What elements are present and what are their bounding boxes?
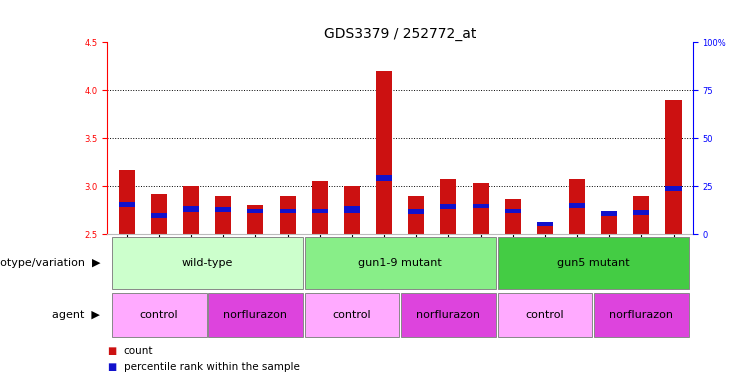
Text: ■: ■ — [107, 362, 116, 372]
Bar — [376, 71, 392, 234]
Bar — [569, 203, 585, 208]
Text: control: control — [525, 310, 564, 320]
Bar — [601, 211, 617, 215]
Bar — [634, 196, 649, 234]
Text: gun5 mutant: gun5 mutant — [556, 258, 629, 268]
Bar — [536, 222, 553, 226]
Bar — [569, 179, 585, 234]
Bar — [536, 222, 553, 234]
Bar — [665, 186, 682, 191]
Bar — [119, 170, 135, 234]
Text: wild-type: wild-type — [182, 258, 233, 268]
Bar — [408, 196, 425, 234]
Text: control: control — [139, 310, 179, 320]
Bar — [505, 199, 521, 234]
Bar — [247, 209, 264, 213]
Bar — [473, 184, 488, 234]
Bar — [215, 207, 231, 212]
Bar — [344, 186, 360, 234]
Bar — [473, 204, 488, 208]
Bar — [498, 237, 689, 289]
Text: norflurazon: norflurazon — [609, 310, 674, 320]
Text: agent  ▶: agent ▶ — [52, 310, 100, 320]
Bar — [594, 293, 689, 337]
Bar — [498, 293, 593, 337]
Bar — [440, 204, 456, 209]
Bar — [119, 202, 135, 207]
Bar — [665, 100, 682, 234]
Bar — [279, 196, 296, 234]
Text: control: control — [333, 310, 371, 320]
Bar — [183, 186, 199, 234]
Text: gun1-9 mutant: gun1-9 mutant — [358, 258, 442, 268]
Bar — [344, 206, 360, 214]
Bar — [183, 206, 199, 212]
Text: count: count — [124, 346, 153, 356]
Bar — [151, 214, 167, 218]
Text: norflurazon: norflurazon — [416, 310, 480, 320]
Bar — [401, 293, 496, 337]
Bar — [215, 196, 231, 234]
Bar — [247, 205, 264, 234]
Bar — [279, 209, 296, 214]
Text: norflurazon: norflurazon — [223, 310, 288, 320]
Bar — [601, 213, 617, 234]
Bar — [305, 237, 496, 289]
Bar — [312, 209, 328, 214]
Text: genotype/variation  ▶: genotype/variation ▶ — [0, 258, 100, 268]
Text: ■: ■ — [107, 346, 116, 356]
Bar — [408, 209, 425, 214]
Bar — [440, 179, 456, 234]
Bar — [305, 293, 399, 337]
Text: percentile rank within the sample: percentile rank within the sample — [124, 362, 299, 372]
Title: GDS3379 / 252772_at: GDS3379 / 252772_at — [324, 27, 476, 41]
Bar — [312, 182, 328, 234]
Bar — [634, 210, 649, 215]
Bar — [112, 237, 303, 289]
Bar — [112, 293, 207, 337]
Bar — [151, 194, 167, 234]
Bar — [505, 209, 521, 213]
Bar — [376, 175, 392, 182]
Bar — [208, 293, 303, 337]
